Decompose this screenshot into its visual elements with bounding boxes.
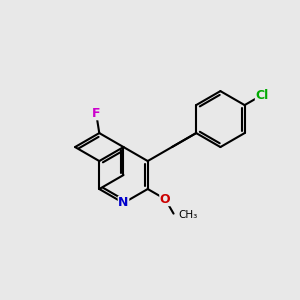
Text: N: N xyxy=(118,196,129,209)
Text: O: O xyxy=(160,193,170,206)
Text: Cl: Cl xyxy=(255,88,269,101)
Text: CH₃: CH₃ xyxy=(179,210,198,220)
Text: F: F xyxy=(92,107,100,120)
